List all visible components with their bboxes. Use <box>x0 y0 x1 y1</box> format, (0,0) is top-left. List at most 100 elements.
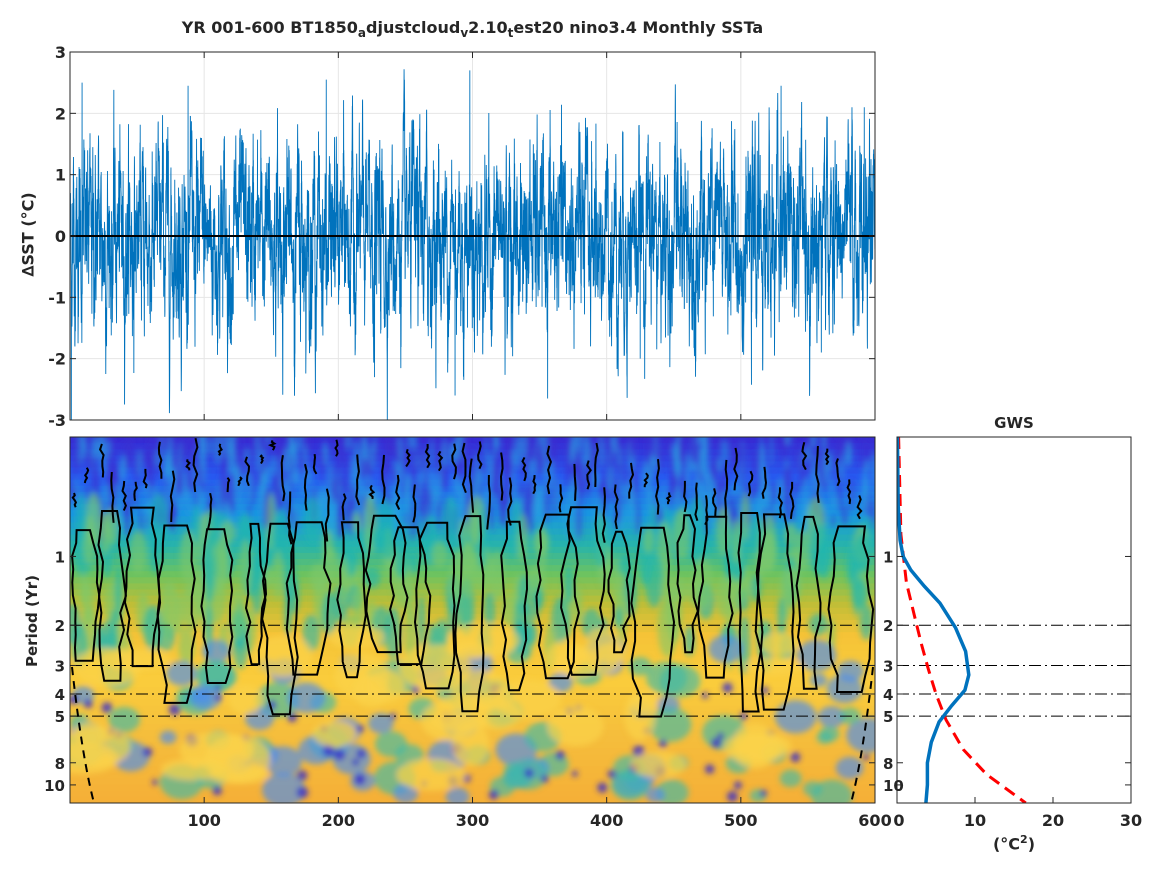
heat-blob-297 <box>346 437 352 451</box>
heat-blob-669 <box>786 465 791 489</box>
heat-blob-1033 <box>296 786 309 799</box>
heat-blob-221 <box>635 502 641 535</box>
contour-upper-23 <box>334 439 339 457</box>
heat-blob-572 <box>458 483 463 504</box>
heat-blob-595 <box>137 449 142 477</box>
heat-band-55 <box>70 772 875 780</box>
heat-blob-506 <box>91 454 97 493</box>
heat-blob-427 <box>769 437 774 467</box>
contour-loop-90 <box>754 513 795 711</box>
heat-blob-1110 <box>70 742 119 775</box>
heat-blob-462 <box>457 437 464 462</box>
contour-loop-83 <box>535 513 580 680</box>
heat-blob-1049 <box>597 782 608 793</box>
heat-blob-946 <box>393 783 419 803</box>
heat-blob-651 <box>435 437 440 477</box>
heat-blob-463 <box>241 474 246 493</box>
heat-blob-266 <box>867 438 873 462</box>
gws-title: GWS <box>994 414 1034 432</box>
heat-blob-905 <box>642 526 655 554</box>
heat-blob-374 <box>418 500 423 515</box>
contour-upper-28 <box>395 474 401 510</box>
heat-blob-839 <box>339 556 349 604</box>
heat-blob-218 <box>685 452 691 493</box>
heat-blob-629 <box>841 504 848 526</box>
contour-loop-84 <box>560 506 606 676</box>
heat-blob-603 <box>178 467 184 496</box>
heat-blob-799 <box>715 506 731 556</box>
heat-blob-1007 <box>188 683 222 711</box>
heat-blob-918 <box>385 606 402 659</box>
contour-upper-67 <box>846 479 852 505</box>
contour-upper-14 <box>237 476 243 487</box>
heat-blob-683 <box>361 457 369 478</box>
contour-upper-63 <box>801 442 808 471</box>
contour-loop-81 <box>454 515 485 713</box>
contour-upper-52 <box>665 492 672 505</box>
contour-upper-46 <box>594 442 599 488</box>
heat-blob-794 <box>563 565 574 605</box>
ts-ytick-label-3: 0 <box>55 227 66 246</box>
contour-upper-9 <box>185 459 191 471</box>
heat-blob-630 <box>698 446 705 476</box>
heat-blob-995 <box>445 787 470 803</box>
timeseries-panel: -3 -2 -1 0 1 2 3 <box>48 43 876 430</box>
wl-ytick-label-6: 10 <box>44 777 65 795</box>
heat-blob-906 <box>271 510 291 562</box>
heat-blob-899 <box>203 544 216 604</box>
gws-ytick-label-6: 10 <box>883 777 904 795</box>
contour-upper-6 <box>142 468 148 489</box>
heat-blob-907 <box>99 512 112 554</box>
wl-xtick-label-0: 100 <box>187 811 220 830</box>
contour-upper-37 <box>486 474 491 530</box>
heat-blob-998 <box>287 682 326 714</box>
contour-upper-45 <box>586 460 592 490</box>
contour-loop-86 <box>630 526 676 718</box>
heat-blob-114 <box>247 473 253 502</box>
heat-blob-902 <box>114 564 123 624</box>
heat-blob-999 <box>837 660 864 682</box>
heat-blob-733 <box>483 591 496 630</box>
contour-upper-5 <box>133 481 138 501</box>
heat-blob-1030 <box>733 781 743 790</box>
gws-ytick-label-2: 3 <box>883 657 893 675</box>
ts-ytick-label-1: -2 <box>48 350 66 369</box>
heat-blob-562 <box>259 455 266 475</box>
heat-blob-938 <box>826 674 863 704</box>
contour-upper-65 <box>824 448 830 466</box>
heat-blob-1064 <box>632 745 645 758</box>
heat-blob-369 <box>575 500 582 541</box>
contour-upper-2 <box>99 443 105 478</box>
contour-upper-36 <box>477 441 483 470</box>
heat-blob-1046 <box>704 764 715 774</box>
heat-blob-437 <box>270 455 277 477</box>
heat-blob-277 <box>830 495 838 510</box>
heat-blob-588 <box>299 454 306 476</box>
contour-loop-80 <box>413 521 456 690</box>
heat-blob-1037 <box>739 712 748 721</box>
heat-blob-1107 <box>397 758 467 791</box>
heat-blob-895 <box>79 572 89 606</box>
heat-blob-1088 <box>83 699 93 709</box>
contour-upper-42 <box>546 445 552 495</box>
heat-blob-650 <box>530 442 537 461</box>
contour-loop-91 <box>795 515 822 690</box>
heat-blob-172 <box>250 437 256 462</box>
heat-blob-980 <box>645 787 665 803</box>
heat-blob-513 <box>652 437 659 459</box>
heat-blob-611 <box>565 437 572 456</box>
contour-loop-72 <box>156 524 197 704</box>
heat-blob-617 <box>610 464 614 494</box>
contour-loop-92 <box>827 525 875 693</box>
heat-blob-977 <box>811 779 853 803</box>
contour-loop-75 <box>261 522 299 716</box>
contour-upper-29 <box>405 449 411 468</box>
contour-loop-77 <box>336 521 367 679</box>
heat-blob-872 <box>741 492 750 542</box>
heat-blob-116 <box>517 482 524 502</box>
heat-blob-696 <box>511 465 516 512</box>
heat-blob-1077 <box>352 758 359 766</box>
heat-blob-391 <box>817 449 824 488</box>
heat-blob-607 <box>505 437 512 479</box>
